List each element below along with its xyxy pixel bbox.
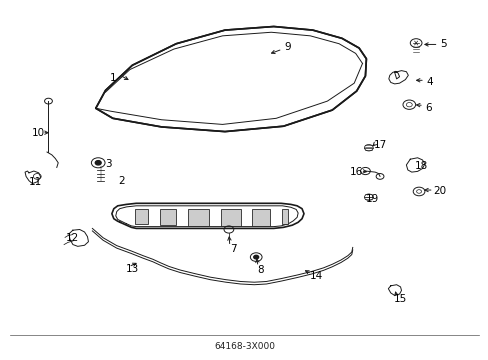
Polygon shape: [388, 71, 407, 84]
Polygon shape: [406, 158, 424, 172]
Text: 17: 17: [373, 140, 386, 150]
Polygon shape: [220, 209, 240, 226]
Circle shape: [95, 161, 101, 165]
Text: 11: 11: [29, 177, 42, 187]
Polygon shape: [112, 203, 304, 228]
Text: 4: 4: [426, 77, 432, 87]
Text: 15: 15: [393, 294, 407, 304]
Polygon shape: [252, 209, 269, 226]
Text: 6: 6: [425, 103, 431, 113]
Text: 8: 8: [256, 265, 263, 275]
Text: 14: 14: [309, 271, 323, 281]
Polygon shape: [25, 171, 41, 184]
Polygon shape: [69, 229, 88, 246]
Text: 7: 7: [230, 244, 237, 254]
Text: 16: 16: [349, 167, 363, 177]
Text: 9: 9: [284, 42, 290, 51]
Text: 1: 1: [109, 73, 116, 83]
Polygon shape: [96, 27, 366, 132]
Text: 10: 10: [32, 128, 45, 138]
Text: 12: 12: [66, 233, 80, 243]
Text: 20: 20: [432, 186, 445, 197]
Text: 19: 19: [365, 194, 378, 204]
Polygon shape: [135, 210, 148, 225]
Text: 18: 18: [413, 161, 427, 171]
Text: 64168-3X000: 64168-3X000: [214, 342, 274, 351]
Polygon shape: [187, 210, 208, 226]
Text: 2: 2: [118, 176, 124, 186]
Text: 13: 13: [125, 264, 139, 274]
Text: 3: 3: [104, 159, 111, 169]
Text: 5: 5: [439, 40, 446, 49]
Polygon shape: [281, 210, 288, 225]
Polygon shape: [387, 285, 401, 296]
Circle shape: [253, 255, 258, 259]
Polygon shape: [159, 210, 176, 225]
